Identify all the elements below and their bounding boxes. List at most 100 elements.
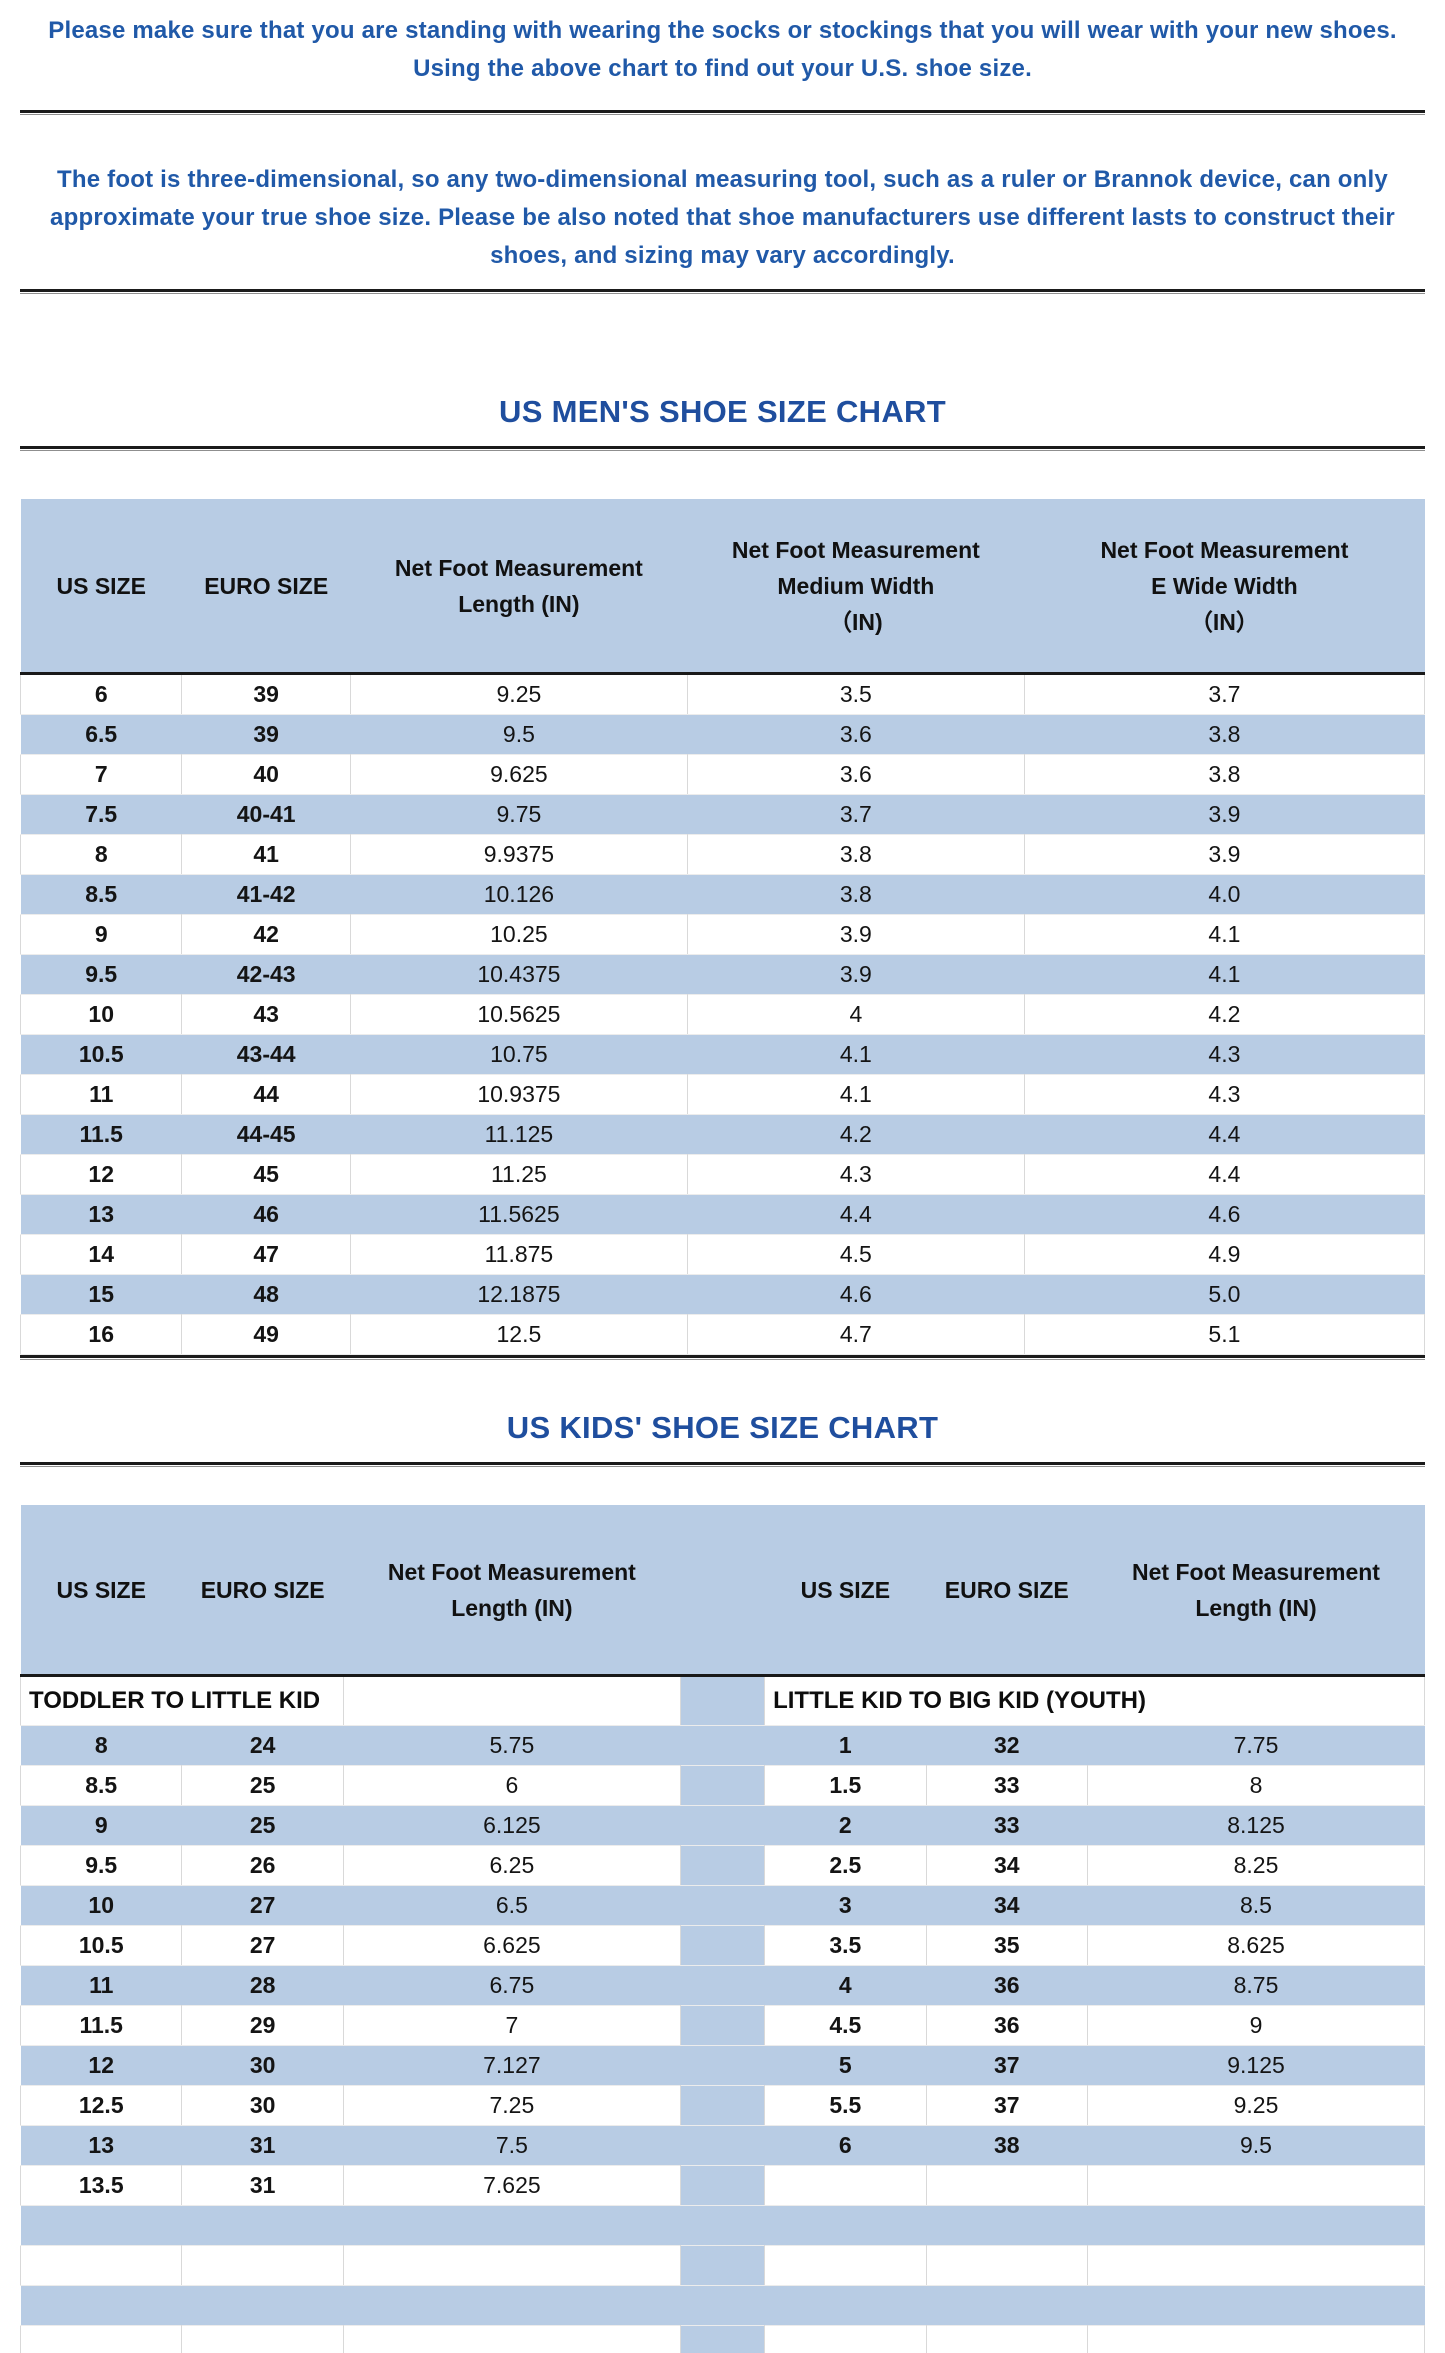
cell: 8.25 [1087, 1845, 1425, 1886]
cell: 28 [181, 1965, 344, 2006]
cell: 6.5 [343, 1885, 681, 1926]
table-row: 14 47 11.875 4.5 4.9 [19, 1234, 1426, 1275]
cell [181, 2245, 344, 2286]
table-row [20, 2205, 1425, 2246]
cell [764, 2325, 927, 2353]
separator-line [20, 1355, 1425, 1360]
cell [764, 2285, 927, 2326]
cell: 30 [181, 2085, 344, 2126]
cell: 6.5 [20, 714, 182, 755]
gap-cell [679, 1845, 766, 1886]
cell: 44 [181, 1074, 351, 1115]
cell: 13.5 [19, 2165, 183, 2206]
cell: 25 [181, 1765, 344, 1806]
cell: 3.9 [687, 954, 1025, 995]
cell: 35 [925, 1925, 1089, 1966]
separator-line [20, 446, 1425, 451]
cell: 11.25 [349, 1154, 688, 1195]
cell: 3.9 [686, 914, 1025, 955]
cell: 3.7 [687, 794, 1025, 835]
cell: 1.5 [764, 1765, 927, 1806]
gap-cell [680, 1885, 765, 1926]
cell: 9.5 [20, 954, 182, 995]
cell: 4.3 [1023, 1074, 1426, 1115]
cell [342, 2325, 681, 2353]
section-title-youth: LITTLE KID TO BIG KID (YOUTH) [764, 1675, 1425, 1726]
table-row: 9 42 10.25 3.9 4.1 [19, 914, 1426, 955]
cell: 4.1 [686, 1074, 1025, 1115]
gap-column [680, 1505, 765, 1677]
cell [181, 2285, 344, 2326]
cell: 10.4375 [350, 954, 688, 995]
cell: 11 [20, 1965, 182, 2006]
section-title-toddler: TODDLER TO LITTLE KID [20, 1675, 344, 1726]
cell: 3.8 [686, 834, 1025, 875]
cell: 3 [764, 1885, 927, 1926]
table-row: 10 27 6.5 3 34 8.5 [20, 1885, 1425, 1926]
cell: 4.1 [1024, 954, 1425, 995]
cell: 4.0 [1024, 874, 1425, 915]
cell [181, 2325, 344, 2353]
gap-cell [680, 2125, 765, 2166]
gap-cell [680, 2285, 765, 2326]
cell [343, 2205, 681, 2246]
cell: 4.4 [687, 1194, 1025, 1235]
cell: 37 [925, 2085, 1089, 2126]
cell: 9 [1087, 2005, 1425, 2046]
column-header: Net Foot Measurement Medium Width （IN) [687, 499, 1025, 675]
cell: 8 [20, 1725, 182, 1766]
cell: 8.5 [20, 874, 182, 915]
cell: 8.75 [1087, 1965, 1425, 2006]
cell: 13 [20, 1194, 182, 1235]
cell: 27 [181, 1885, 344, 1926]
cell: 9.5 [1087, 2125, 1425, 2166]
cell: 49 [181, 1314, 351, 1355]
cell [1087, 2245, 1425, 2286]
cell: 4.1 [687, 1034, 1025, 1075]
cell: 11.5625 [350, 1194, 688, 1235]
mens-table-body: 6 39 9.25 3.5 3.7 6.5 39 9.5 3.6 3.8 7 40 9.625 3.6 3.… [19, 673, 1426, 1355]
cell [1087, 2325, 1425, 2353]
cell [1087, 2165, 1425, 2206]
cell: 36 [926, 1965, 1088, 2006]
kids-chart-title: US KIDS' SHOE SIZE CHART [506, 1410, 939, 1445]
cell: 6 [19, 673, 183, 715]
cell: 33 [925, 1765, 1089, 1806]
cell [342, 1675, 681, 1726]
cell: 7.127 [343, 2045, 681, 2086]
table-row: 10.5 27 6.625 3.5 35 8.625 [19, 1925, 1425, 1966]
column-header: Net Foot Measurement E Wide Width （IN） [1024, 499, 1425, 675]
table-row: 13.5 31 7.625 [19, 2165, 1425, 2206]
cell: 45 [181, 1154, 351, 1195]
separator-line [20, 110, 1425, 115]
cell: 3.5 [686, 673, 1025, 715]
cell: 8.5 [1087, 1885, 1425, 1926]
column-header: US SIZE [764, 1505, 927, 1677]
cell: 10.5 [19, 1925, 183, 1966]
cell: 34 [925, 1845, 1089, 1886]
cell: 37 [926, 2045, 1088, 2086]
gap-cell [679, 2085, 766, 2126]
cell: 11.5 [20, 1114, 182, 1155]
cell: 9.25 [1087, 2085, 1425, 2126]
cell: 7.625 [342, 2165, 681, 2206]
cell: 48 [181, 1274, 351, 1315]
cell [19, 2245, 183, 2286]
cell: 12 [20, 2045, 182, 2086]
table-row: 8.5 41-42 10.126 3.8 4.0 [20, 874, 1425, 915]
cell: 25 [181, 1805, 344, 1846]
cell: 9.25 [349, 673, 688, 715]
cell: 7.75 [1087, 1725, 1425, 1766]
table-row: 8 41 9.9375 3.8 3.9 [19, 834, 1426, 875]
gap-cell [680, 1805, 765, 1846]
cell: 11.125 [350, 1114, 688, 1155]
mens-chart-title: US MEN'S SHOE SIZE CHART [499, 394, 946, 429]
table-row: 6.5 39 9.5 3.6 3.8 [20, 714, 1425, 755]
cell: 4 [686, 994, 1025, 1035]
cell [764, 2205, 927, 2246]
cell: 4.7 [686, 1314, 1025, 1355]
cell [926, 2285, 1088, 2326]
cell: 4.3 [1024, 1034, 1425, 1075]
cell: 41-42 [181, 874, 351, 915]
cell [925, 2325, 1089, 2353]
